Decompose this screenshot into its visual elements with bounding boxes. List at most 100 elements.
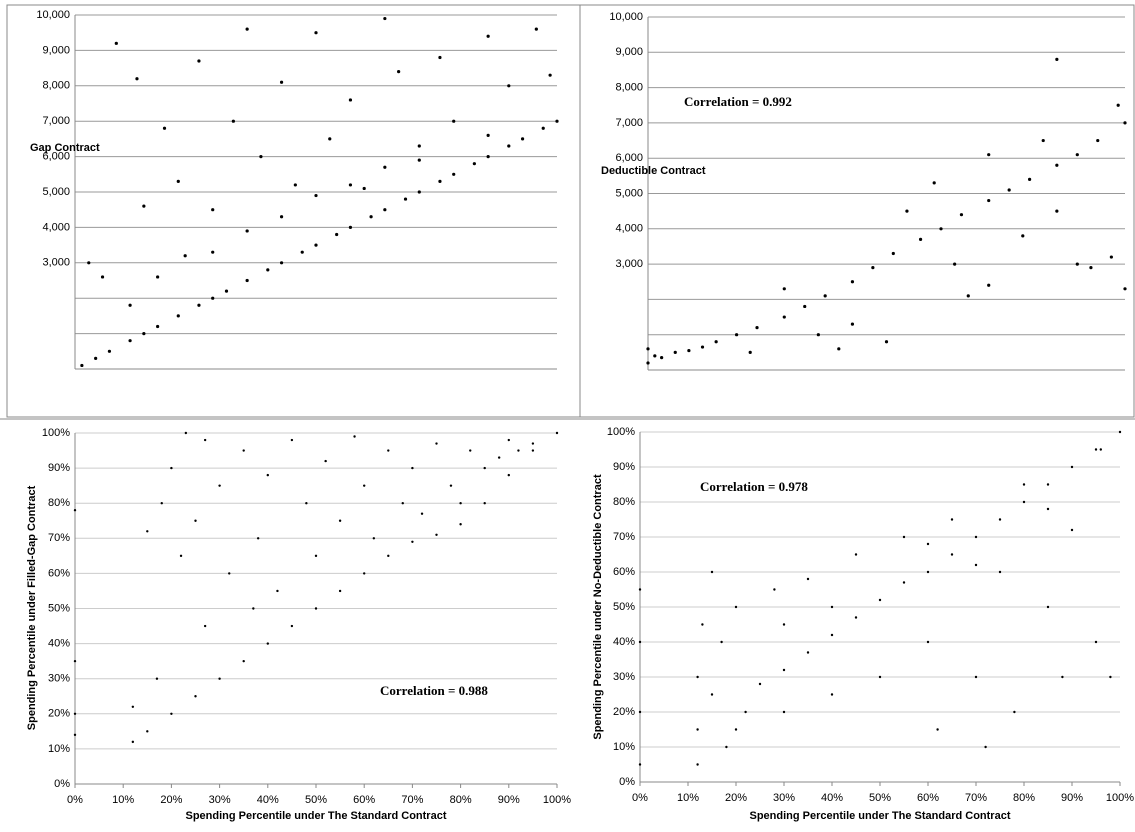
point	[932, 181, 936, 185]
point	[1046, 507, 1050, 511]
y-tick-label: 9,000	[42, 44, 70, 56]
point	[170, 466, 173, 470]
point	[998, 570, 1002, 574]
point	[245, 278, 249, 283]
point	[335, 232, 339, 237]
point	[1118, 430, 1122, 434]
point	[372, 537, 376, 540]
point	[953, 262, 957, 266]
y-tick-label: 6,000	[42, 151, 70, 163]
point	[397, 70, 401, 74]
point	[714, 340, 718, 344]
point	[701, 623, 704, 626]
x-tick-label: 80%	[450, 794, 472, 806]
y-tick-label: 10,000	[609, 11, 643, 23]
point	[884, 340, 889, 344]
x-tick-label: 80%	[1013, 792, 1035, 804]
point	[744, 710, 747, 714]
point	[486, 155, 490, 159]
point	[449, 484, 453, 487]
point	[420, 512, 424, 515]
point	[850, 280, 855, 284]
x-tick-label: 10%	[112, 794, 134, 806]
point	[638, 763, 642, 766]
point	[696, 763, 699, 766]
point	[472, 162, 476, 166]
point	[348, 225, 353, 229]
point	[548, 73, 552, 77]
point	[1055, 209, 1059, 213]
point	[555, 119, 559, 123]
point	[369, 215, 373, 219]
point	[486, 34, 490, 38]
y-tick-label: 90%	[613, 461, 635, 473]
point	[314, 554, 318, 558]
annotation: Correlation = 0.992	[684, 94, 792, 109]
point	[194, 695, 197, 698]
point	[203, 438, 207, 442]
point	[459, 502, 462, 505]
point	[142, 332, 146, 336]
point	[87, 261, 91, 265]
point	[1022, 500, 1026, 504]
point	[435, 533, 438, 536]
point	[338, 589, 342, 593]
panel-frame	[6, 4, 581, 418]
point	[1094, 448, 1098, 451]
point	[228, 572, 231, 575]
point	[497, 456, 501, 459]
point	[252, 607, 255, 610]
point	[1099, 448, 1103, 451]
point	[314, 193, 318, 198]
point	[305, 502, 308, 505]
x-tick-label: 0%	[632, 792, 648, 804]
y-tick-label: 80%	[48, 497, 70, 509]
point	[218, 484, 221, 487]
point	[94, 356, 98, 360]
point	[438, 179, 442, 183]
point	[314, 243, 318, 247]
x-tick-label: 60%	[353, 794, 375, 806]
point	[926, 570, 930, 574]
point	[984, 745, 987, 749]
point	[279, 80, 284, 84]
point	[242, 449, 245, 452]
point	[748, 350, 752, 354]
point	[128, 303, 132, 307]
point	[194, 519, 197, 522]
point	[338, 519, 342, 522]
point	[348, 98, 353, 102]
point	[353, 435, 356, 438]
point	[710, 570, 714, 574]
point	[517, 449, 520, 452]
x-tick-label: 40%	[821, 792, 843, 804]
point	[918, 237, 923, 241]
point	[700, 345, 705, 349]
point	[328, 137, 332, 141]
point	[782, 623, 786, 626]
point	[1055, 163, 1059, 167]
point	[438, 55, 442, 60]
point	[507, 473, 510, 477]
annotation: Correlation = 0.988	[380, 683, 488, 698]
point	[293, 183, 297, 187]
point	[974, 535, 978, 539]
point	[135, 77, 139, 81]
point	[256, 537, 260, 540]
point	[1075, 153, 1079, 157]
point	[314, 607, 318, 610]
point	[1007, 188, 1011, 192]
y-tick-label: 100%	[607, 426, 635, 438]
y-tick-label: 7,000	[615, 117, 643, 129]
point	[696, 728, 699, 731]
point	[734, 728, 738, 731]
point	[387, 449, 390, 452]
point	[100, 275, 105, 279]
point	[383, 16, 387, 21]
point	[1094, 640, 1098, 644]
y-tick-label: 3,000	[42, 257, 70, 269]
point	[383, 165, 387, 169]
y-tick-label: 5,000	[42, 186, 70, 198]
point	[830, 605, 834, 609]
